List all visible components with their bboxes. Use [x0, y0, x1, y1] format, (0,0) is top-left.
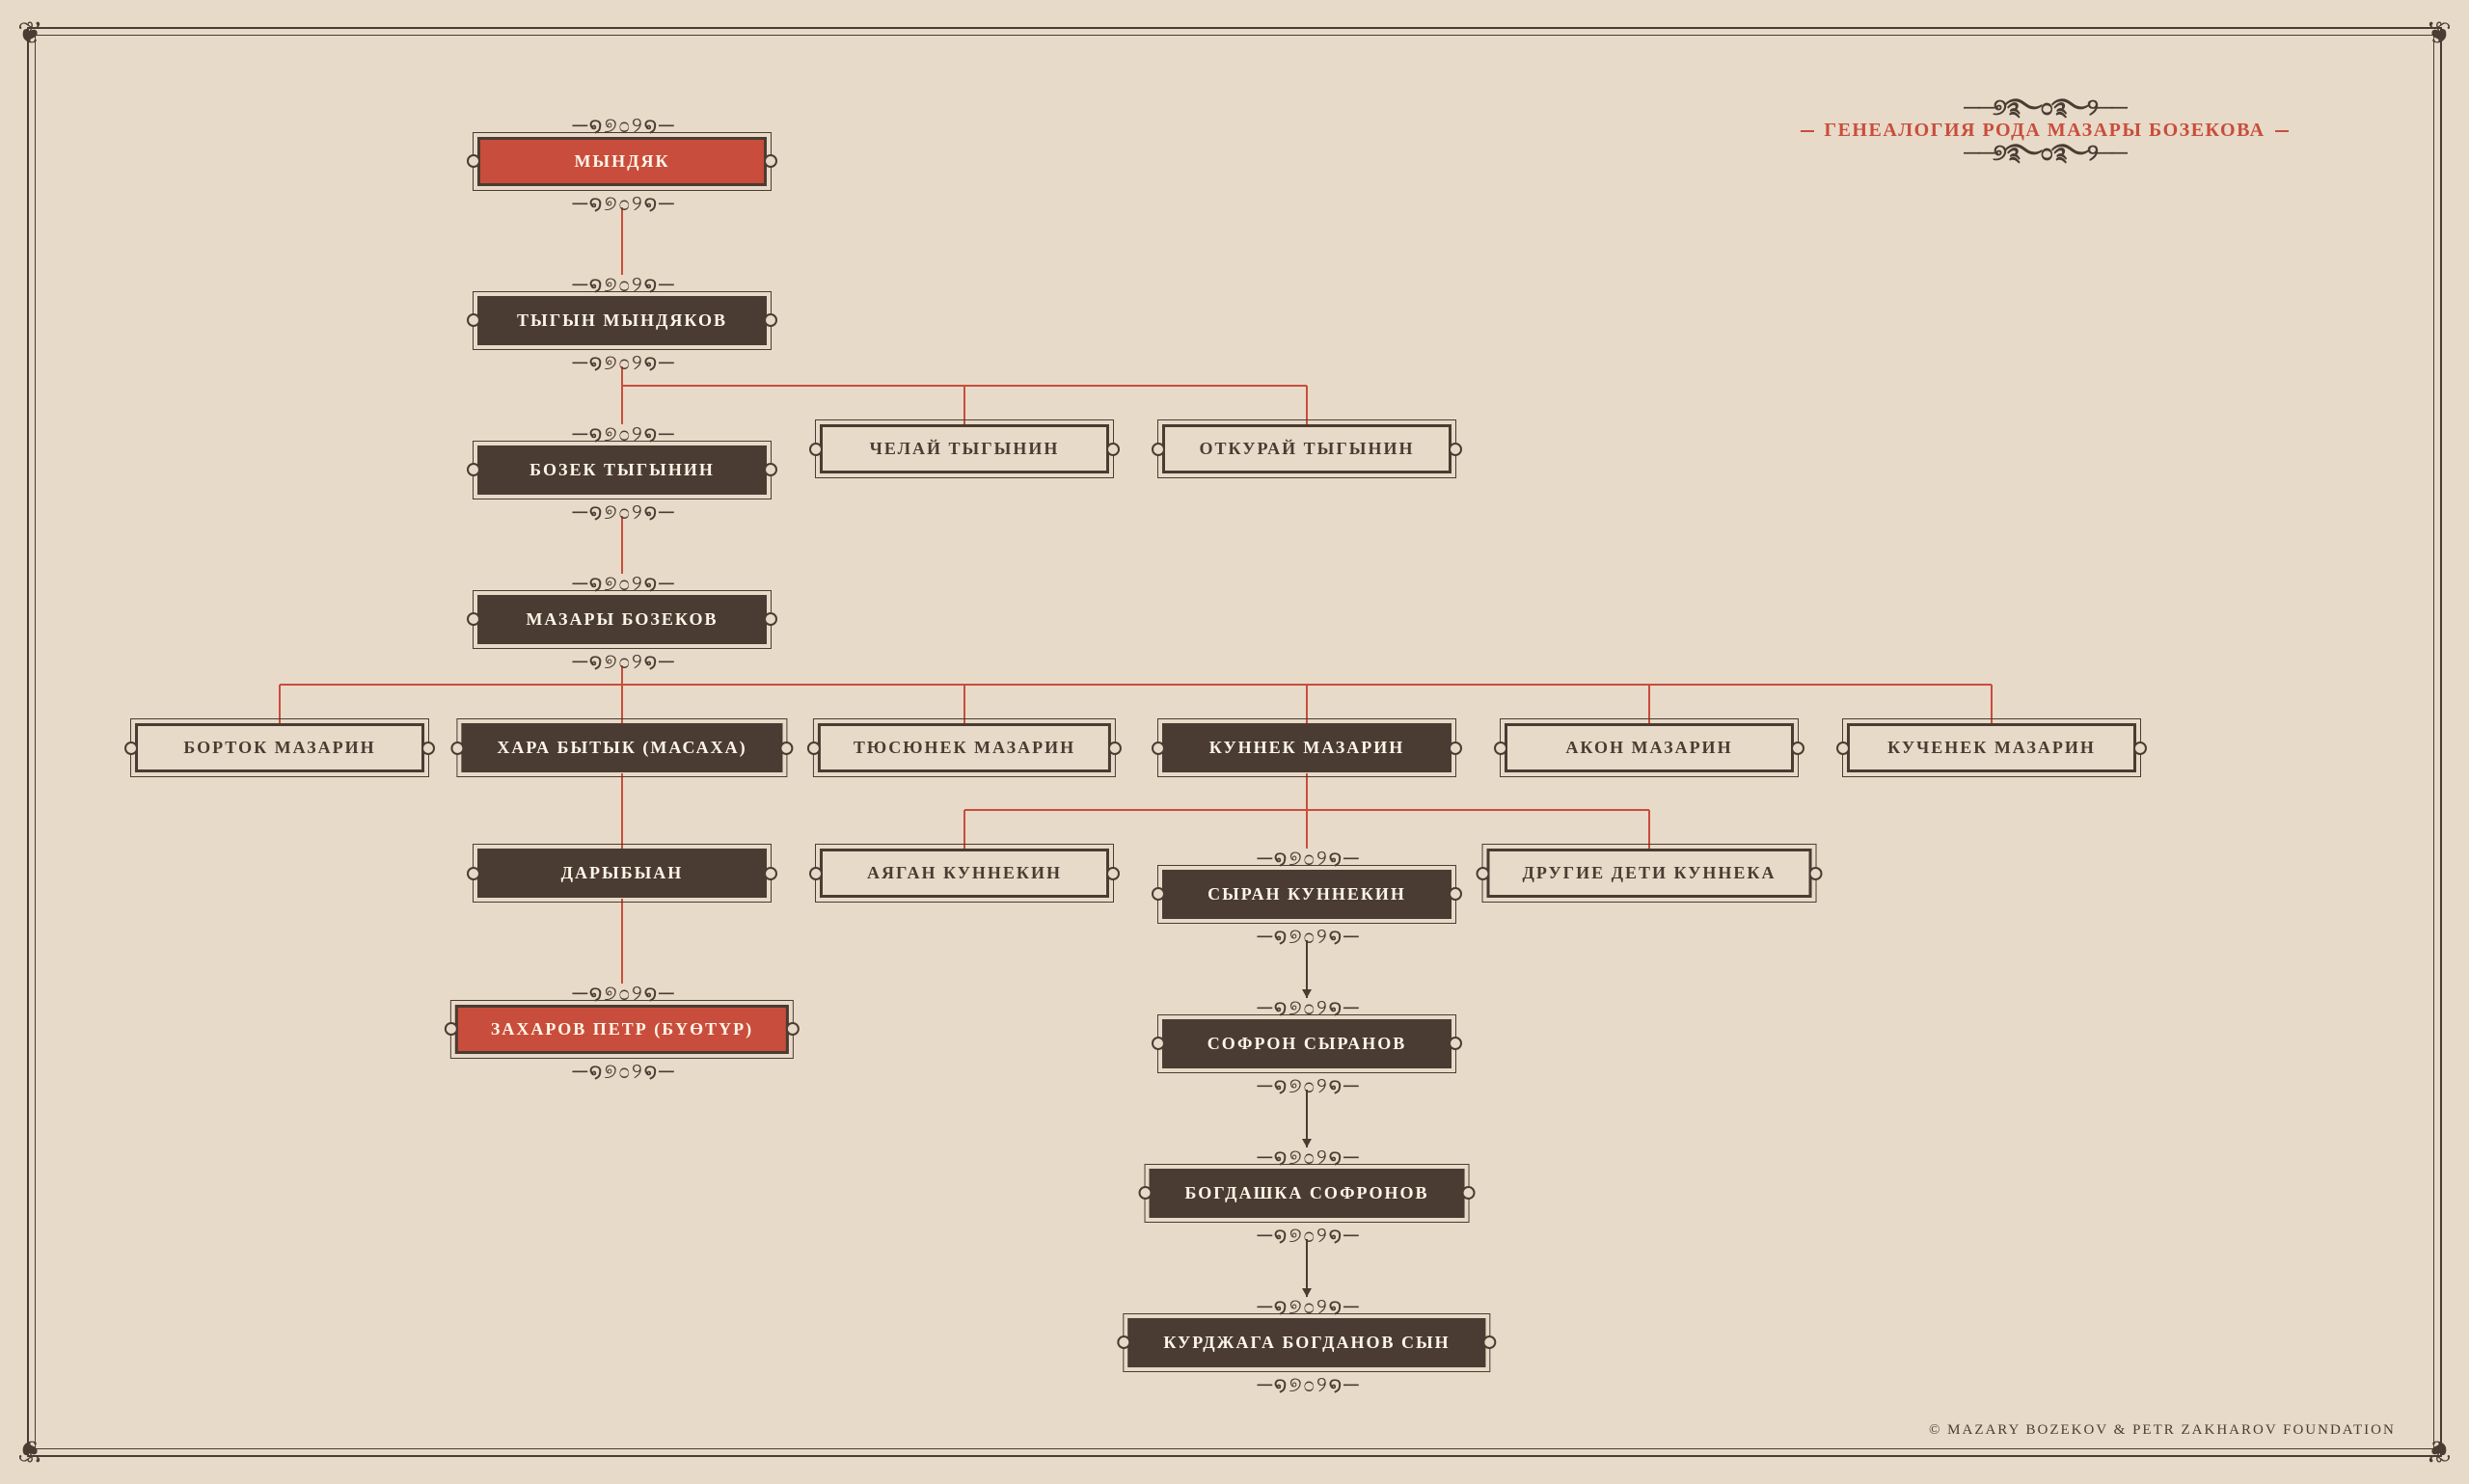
node-flourish-top: ─ ໑ ୭ ೦ ୨ ໑ ─ [455, 984, 789, 1003]
node-label: СЫРАН КУННЕКИН [1162, 870, 1452, 919]
node-flourish-top: ─ ໑ ୭ ೦ ୨ ໑ ─ [1150, 1147, 1465, 1167]
corner-ornament: ❦ [17, 1428, 56, 1467]
node-flourish-bottom: ─ ໑ ୭ ೦ ୨ ໑ ─ [1162, 927, 1452, 946]
node-flourish-bottom: ─ ໑ ୭ ೦ ୨ ໑ ─ [477, 502, 767, 522]
node-flourish-top: ─ ໑ ୭ ೦ ୨ ໑ ─ [1162, 998, 1452, 1017]
node-flourish-bottom: ─ ໑ ୭ ೦ ୨ ໑ ─ [1127, 1375, 1485, 1394]
tree-node: ─ ໑ ୭ ೦ ୨ ໑ ─ КУРДЖАГА БОГДАНОВ СЫН ─ ໑ ୭ … [1127, 1297, 1485, 1394]
node-label: БОЗЕК ТЫГЫНИН [477, 445, 767, 495]
node-label: ЗАХАРОВ ПЕТР (БҮӨТҮР) [455, 1005, 789, 1054]
node-flourish-top: ─ ໑ ୭ ೦ ୨ ໑ ─ [477, 424, 767, 444]
tree-node: ─ ໑ ୭ ೦ ୨ ໑ ─ СОФРОН СЫРАНОВ ─ ໑ ୭ ೦ ୨ ໑ ─ [1162, 998, 1452, 1095]
tree-node: ─ ໑ ୭ ೦ ୨ ໑ ─БОЗЕК ТЫГЫНИН─ ໑ ୭ ೦ ୨ ໑ ─ [477, 424, 767, 522]
tree-node: БОРТОК МАЗАРИН [135, 723, 424, 772]
node-label: АЯГАН КУННЕКИН [820, 849, 1109, 898]
tree-node: АКОН МАЗАРИН [1505, 723, 1794, 772]
node-flourish-top: ─ ໑ ୭ ೦ ୨ ໑ ─ [1127, 1297, 1485, 1316]
corner-ornament: ❦ [2413, 1428, 2452, 1467]
tree-node: ДАРЫБЫАН [477, 849, 767, 898]
tree-node: ХАРА БЫТЫК (МАСАХА) [461, 723, 782, 772]
title-dash-icon [1801, 130, 1814, 132]
node-label: МЫНДЯК [477, 137, 767, 186]
node-label: ОТКУРАЙ ТЫГЫНИН [1162, 424, 1452, 473]
tree-node: ОТКУРАЙ ТЫГЫНИН [1162, 424, 1452, 473]
node-label: ТЫГЫН МЫНДЯКОВ [477, 296, 767, 345]
node-label: ДАРЫБЫАН [477, 849, 767, 898]
node-flourish-bottom: ─ ໑ ୭ ೦ ୨ ໑ ─ [1150, 1226, 1465, 1245]
node-label: БОГДАШКА СОФРОНОВ [1150, 1169, 1465, 1218]
tree-node: ДРУГИЕ ДЕТИ КУННЕКА [1487, 849, 1812, 898]
node-flourish-top: ─ ໑ ୭ ೦ ୨ ໑ ─ [477, 116, 767, 135]
node-flourish-bottom: ─ ໑ ୭ ೦ ୨ ໑ ─ [1162, 1076, 1452, 1095]
tree-node: ТЮСЮНЕК МАЗАРИН [818, 723, 1111, 772]
node-flourish-top: ─ ໑ ୭ ೦ ୨ ໑ ─ [477, 275, 767, 294]
title-flourish-top: ──୭࿐೦࿐୨── [1794, 96, 2295, 120]
footer-credit: © MAZARY BOZEKOV & PETR ZAKHAROV FOUNDAT… [1929, 1422, 2396, 1439]
tree-node: ─ ໑ ୭ ೦ ୨ ໑ ─ ТЫГЫН МЫНДЯКОВ ─ ໑ ୭ ೦ ୨ ໑ ─ [477, 275, 767, 372]
corner-ornament: ❦ [17, 17, 56, 56]
corner-ornament: ❦ [2413, 17, 2452, 56]
node-label: ХАРА БЫТЫК (МАСАХА) [461, 723, 782, 772]
node-label: ДРУГИЕ ДЕТИ КУННЕКА [1487, 849, 1812, 898]
tree-node: ─ ໑ ୭ ೦ ୨ ໑ ─ ЗАХАРОВ ПЕТР (БҮӨТҮР) ─ ໑ ୭ … [455, 984, 789, 1081]
node-flourish-bottom: ─ ໑ ୭ ೦ ୨ ໑ ─ [455, 1062, 789, 1081]
tree-node: АЯГАН КУННЕКИН [820, 849, 1109, 898]
node-label: ЧЕЛАЙ ТЫГЫНИН [820, 424, 1109, 473]
page-title: ──୭࿐೦࿐୨── ГЕНЕАЛОГИЯ РОДА МАЗАРЫ БОЗЕКОВ… [1794, 96, 2295, 165]
tree-node: КУЧЕНЕК МАЗАРИН [1847, 723, 2136, 772]
node-label: ТЮСЮНЕК МАЗАРИН [818, 723, 1111, 772]
title-flourish-bottom: ──୭࿐೦࿐୨── [1794, 142, 2295, 165]
node-label: КУРДЖАГА БОГДАНОВ СЫН [1127, 1318, 1485, 1367]
tree-node: ─ ໑ ୭ ೦ ୨ ໑ ─ СЫРАН КУННЕКИН ─ ໑ ୭ ೦ ୨ ໑ ─ [1162, 849, 1452, 946]
node-flourish-top: ─ ໑ ୭ ೦ ୨ ໑ ─ [477, 574, 767, 593]
node-flourish-bottom: ─ ໑ ୭ ೦ ୨ ໑ ─ [477, 353, 767, 372]
node-label: КУННЕК МАЗАРИН [1162, 723, 1452, 772]
tree-node: ─ ໑ ୭ ೦ ୨ ໑ ─БОГДАШКА СОФРОНОВ─ ໑ ୭ ೦ ୨ … [1150, 1147, 1465, 1245]
tree-node: ─ ໑ ୭ ೦ ୨ ໑ ─ МАЗАРЫ БОЗЕКОВ ─ ໑ ୭ ೦ ୨ ໑ ─ [477, 574, 767, 671]
tree-node: КУННЕК МАЗАРИН [1162, 723, 1452, 772]
node-flourish-top: ─ ໑ ୭ ೦ ୨ ໑ ─ [1162, 849, 1452, 868]
node-label: АКОН МАЗАРИН [1505, 723, 1794, 772]
node-flourish-bottom: ─ ໑ ୭ ೦ ୨ ໑ ─ [477, 194, 767, 213]
tree-node: ─ ໑ ୭ ೦ ୨ ໑ ─ МЫНДЯК ─ ໑ ୭ ೦ ୨ ໑ ─ [477, 116, 767, 213]
page-title-text: ГЕНЕАЛОГИЯ РОДА МАЗАРЫ БОЗЕКОВА [1824, 120, 2265, 142]
title-dash-icon [2275, 130, 2289, 132]
node-label: БОРТОК МАЗАРИН [135, 723, 424, 772]
node-flourish-bottom: ─ ໑ ୭ ೦ ୨ ໑ ─ [477, 652, 767, 671]
node-label: СОФРОН СЫРАНОВ [1162, 1019, 1452, 1068]
node-label: МАЗАРЫ БОЗЕКОВ [477, 595, 767, 644]
tree-node: ЧЕЛАЙ ТЫГЫНИН [820, 424, 1109, 473]
node-label: КУЧЕНЕК МАЗАРИН [1847, 723, 2136, 772]
